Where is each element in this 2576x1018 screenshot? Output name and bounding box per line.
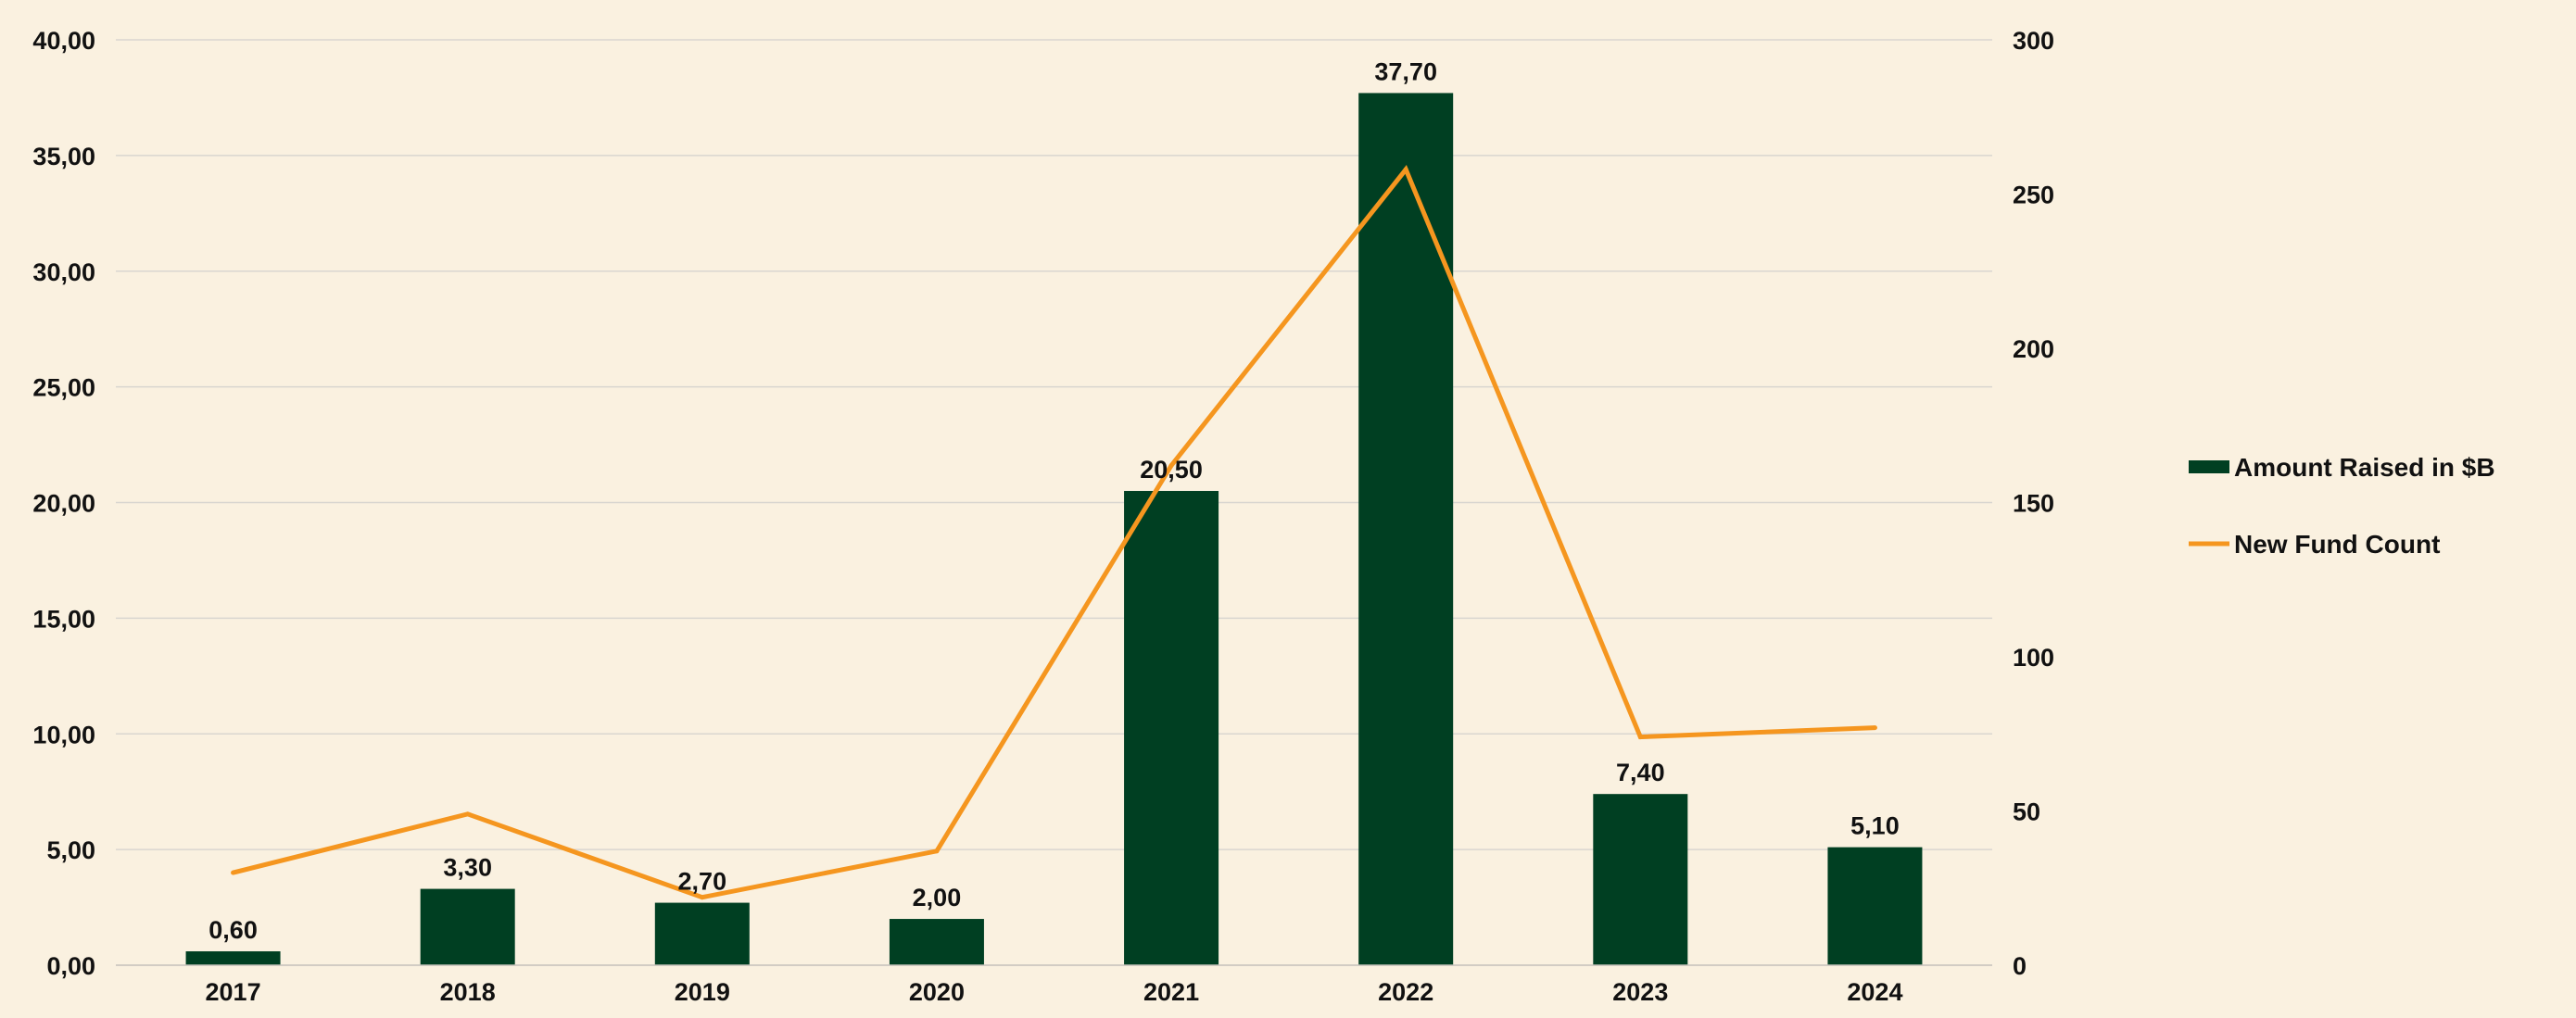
- bar: [889, 919, 984, 965]
- legend-label-fund-count: New Fund Count: [2234, 530, 2440, 559]
- bar: [654, 902, 750, 965]
- y-right-tick-label: 250: [2013, 182, 2054, 209]
- bar: [185, 951, 281, 965]
- y-left-tick-label: 25,00: [32, 374, 95, 402]
- bar-data-label: 2,00: [913, 884, 962, 911]
- bar-data-label: 37,70: [1374, 57, 1437, 85]
- y-right-tick-label: 50: [2013, 798, 2040, 826]
- x-tick-label: 2017: [206, 978, 261, 1006]
- bar-series: [185, 93, 1923, 965]
- legend-swatch-bar: [2189, 460, 2229, 473]
- y-left-tick-label: 30,00: [32, 258, 95, 286]
- y-right-tick-label: 0: [2013, 952, 2027, 980]
- bar: [1358, 93, 1454, 965]
- bar: [420, 888, 515, 965]
- legend-label-amount: Amount Raised in $B: [2234, 453, 2495, 482]
- gridlines: [116, 39, 1992, 966]
- y-left-tick-label: 15,00: [32, 605, 95, 633]
- line-point: [934, 848, 940, 854]
- y-right-tick-label: 200: [2013, 335, 2054, 363]
- x-tick-label: 2018: [440, 978, 496, 1006]
- bar-data-label: 0,60: [208, 916, 258, 944]
- y-right-tick-label: 150: [2013, 490, 2054, 518]
- y-left-tick-label: 35,00: [32, 143, 95, 170]
- y-right-tick-label: 300: [2013, 27, 2054, 55]
- line-point: [465, 811, 471, 817]
- line-point: [1168, 463, 1174, 469]
- y-left-tick-label: 40,00: [32, 27, 95, 55]
- y-left-tick-label: 10,00: [32, 721, 95, 748]
- legend: Amount Raised in $B New Fund Count: [2189, 453, 2495, 559]
- line-point: [1872, 725, 1877, 731]
- x-tick-label: 2022: [1378, 978, 1433, 1006]
- bar: [1124, 491, 1219, 965]
- bar-data-label: 20,50: [1140, 456, 1203, 484]
- line-point: [1403, 167, 1408, 172]
- y-left-tick-label: 0,00: [46, 952, 95, 980]
- y-left-tick-label: 5,00: [46, 836, 95, 864]
- axes: 0,00 5,00 10,00 15,00 20,00 25,00 30,00 35,00 40…: [32, 27, 2054, 1006]
- x-tick-label: 2019: [675, 978, 730, 1006]
- bar-data-label: 5,10: [1850, 812, 1900, 840]
- line-point: [1637, 735, 1643, 740]
- x-tick-label: 2021: [1143, 978, 1199, 1006]
- bar-data-label: 3,30: [443, 854, 492, 882]
- x-tick-label: 2024: [1847, 978, 1902, 1006]
- bar-data-label: 7,40: [1616, 759, 1665, 786]
- line-path: [232, 165, 1875, 900]
- data-labels: 0,60 3,30 2,70 2,00 20,50 37,70 7,40 5,10: [208, 57, 1899, 944]
- x-tick-label: 2023: [1612, 978, 1668, 1006]
- line-series: [231, 165, 1877, 900]
- bar: [1827, 847, 1923, 965]
- bar: [1593, 794, 1688, 965]
- line-point: [700, 895, 705, 900]
- bar-data-label: 2,70: [678, 868, 727, 896]
- line-point: [231, 870, 236, 875]
- y-right-tick-label: 100: [2013, 644, 2054, 672]
- y-left-tick-label: 20,00: [32, 490, 95, 518]
- x-tick-label: 2020: [909, 978, 965, 1006]
